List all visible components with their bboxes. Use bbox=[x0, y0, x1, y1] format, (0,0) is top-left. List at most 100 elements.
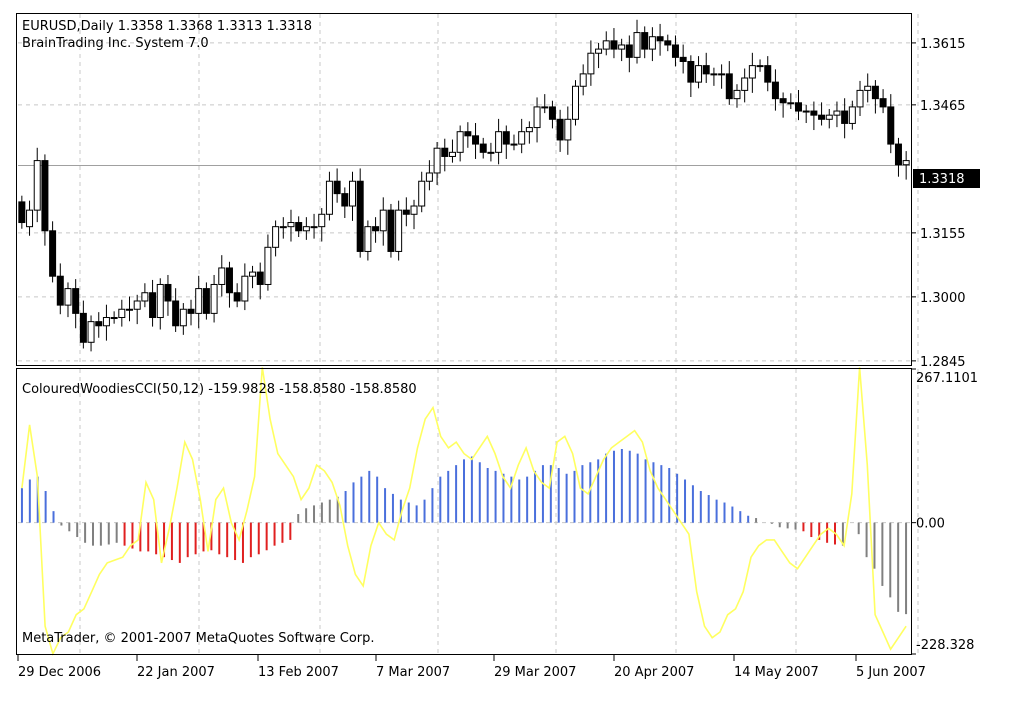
candle-body bbox=[349, 180, 356, 207]
candle-body bbox=[618, 44, 626, 50]
candle-body bbox=[402, 209, 410, 215]
candle-body bbox=[56, 275, 64, 306]
x-tick-label: 22 Jan 2007 bbox=[137, 665, 215, 680]
candle-body bbox=[456, 131, 464, 153]
candle-body bbox=[810, 110, 818, 116]
candle-body bbox=[556, 118, 564, 141]
candle-body bbox=[187, 308, 195, 314]
candle-body bbox=[379, 209, 387, 232]
price-chart-subtitle: BrainTrading Inc. System 7.0 bbox=[22, 36, 209, 51]
candle-body bbox=[210, 283, 218, 314]
candle-body bbox=[79, 312, 87, 343]
candle-body bbox=[856, 89, 864, 108]
candle-body bbox=[118, 308, 126, 319]
candle-body bbox=[95, 321, 103, 327]
cci-panel-frame bbox=[16, 368, 912, 655]
candle-body bbox=[818, 114, 826, 120]
candle-body bbox=[318, 213, 326, 228]
candle-body bbox=[756, 65, 764, 68]
price-tick-label: 1.2845 bbox=[920, 355, 966, 370]
candle-body bbox=[433, 147, 441, 174]
candle-body bbox=[179, 308, 187, 327]
candle-body bbox=[410, 205, 418, 215]
candle-body bbox=[149, 292, 157, 319]
price-tick-label: 1.3000 bbox=[920, 291, 966, 306]
candle-body bbox=[710, 73, 718, 76]
candle-body bbox=[102, 317, 110, 327]
cci-line bbox=[21, 367, 907, 657]
candle-body bbox=[341, 193, 349, 207]
candle-body bbox=[841, 110, 849, 124]
candle-body bbox=[479, 143, 487, 153]
candle-body bbox=[848, 106, 856, 124]
candle-body bbox=[26, 209, 34, 228]
candle-body bbox=[671, 44, 679, 58]
candle-body bbox=[533, 106, 541, 129]
cci-chart-title: ColouredWoodiesCCI(50,12) -159.9828 -158… bbox=[22, 382, 417, 397]
candle-body bbox=[656, 36, 664, 42]
candle-body bbox=[718, 73, 726, 76]
candle-body bbox=[202, 288, 210, 314]
candle-body bbox=[741, 77, 749, 91]
candle-body bbox=[802, 110, 810, 113]
candle-body bbox=[625, 44, 633, 58]
candle-body bbox=[572, 85, 579, 120]
candle-body bbox=[395, 209, 403, 252]
candle-body bbox=[256, 271, 264, 285]
candle-body bbox=[333, 180, 341, 195]
candle-body bbox=[541, 106, 549, 109]
x-tick-label: 29 Mar 2007 bbox=[494, 665, 576, 680]
candle-body bbox=[702, 65, 710, 75]
price-chart-title: EURUSD,Daily 1.3358 1.3368 1.3313 1.3318 bbox=[22, 19, 312, 34]
candle-body bbox=[249, 271, 257, 277]
candle-body bbox=[464, 131, 472, 137]
candle-body bbox=[425, 172, 433, 182]
x-tick-label: 13 Feb 2007 bbox=[258, 665, 339, 680]
candle-body bbox=[18, 201, 26, 224]
candle-body bbox=[110, 317, 118, 320]
candle-body bbox=[218, 267, 226, 285]
candle-body bbox=[295, 222, 303, 232]
candle-body bbox=[49, 230, 57, 277]
candle-body bbox=[510, 143, 518, 146]
candle-body bbox=[894, 143, 902, 166]
candle-body bbox=[141, 292, 149, 302]
candle-body bbox=[472, 135, 480, 145]
candle-body bbox=[771, 81, 779, 100]
cci-tick-label: -228.328 bbox=[916, 638, 974, 653]
x-tick-label: 20 Apr 2007 bbox=[614, 665, 694, 680]
candle-body bbox=[87, 321, 95, 343]
price-tick-label: 1.3155 bbox=[920, 227, 966, 242]
candles bbox=[18, 19, 910, 352]
candle-body bbox=[72, 288, 80, 314]
candle-body bbox=[287, 222, 295, 228]
candle-body bbox=[518, 131, 526, 145]
candle-body bbox=[418, 180, 426, 207]
candle-body bbox=[195, 288, 203, 314]
grid bbox=[18, 14, 919, 654]
x-tick-label: 5 Jun 2007 bbox=[856, 665, 926, 680]
candle-body bbox=[795, 102, 802, 112]
candle-body bbox=[648, 36, 656, 50]
candle-body bbox=[641, 32, 649, 50]
candle-body bbox=[487, 151, 495, 154]
candle-body bbox=[587, 52, 595, 75]
candle-body bbox=[664, 40, 672, 46]
cci-tick-label: 267.1101 bbox=[916, 371, 978, 386]
candle-body bbox=[441, 147, 449, 157]
x-tick-label: 14 May 2007 bbox=[734, 665, 819, 680]
candle-body bbox=[525, 127, 533, 133]
candle-body bbox=[126, 308, 133, 311]
candle-body bbox=[902, 160, 910, 166]
candle-body bbox=[164, 283, 172, 302]
x-tick-label: 29 Dec 2006 bbox=[18, 665, 101, 680]
candle-body bbox=[725, 73, 733, 100]
candle-body bbox=[610, 40, 618, 50]
candle-body bbox=[264, 246, 272, 285]
candle-body bbox=[279, 226, 287, 229]
candle-body bbox=[233, 292, 241, 302]
candle-body bbox=[387, 209, 395, 252]
price-tick-label: 1.3615 bbox=[920, 37, 966, 52]
